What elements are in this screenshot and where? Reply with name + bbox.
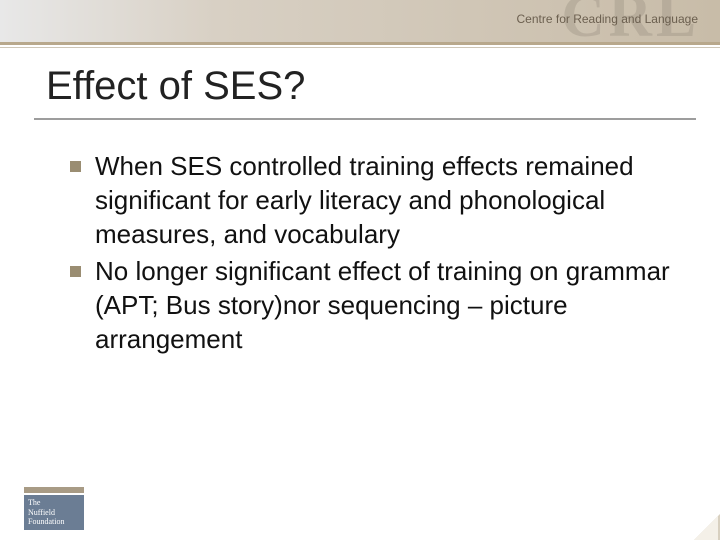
- logo-text: The Nuffield Foundation: [24, 495, 84, 530]
- accent-line: [0, 42, 720, 45]
- title-underline: [34, 118, 696, 120]
- corner-fold-icon: [694, 514, 720, 540]
- content-area: When SES controlled training effects rem…: [70, 150, 690, 361]
- bullet-text: When SES controlled training effects rem…: [95, 150, 690, 251]
- logo-bar: [24, 487, 84, 493]
- bullet-text: No longer significant effect of training…: [95, 255, 690, 356]
- slide-title: Effect of SES?: [46, 64, 305, 109]
- bullet-item: No longer significant effect of training…: [70, 255, 690, 356]
- centre-label: Centre for Reading and Language: [517, 12, 698, 26]
- logo-line3: Foundation: [28, 517, 64, 526]
- accent-line-thin: [0, 47, 720, 48]
- logo-line2: Nuffield: [28, 508, 55, 517]
- logo-line1: The: [28, 498, 40, 507]
- footer-logo: The Nuffield Foundation: [24, 487, 84, 530]
- header-band: CRL Centre for Reading and Language: [0, 0, 720, 42]
- bullet-square-icon: [70, 161, 81, 172]
- bullet-square-icon: [70, 266, 81, 277]
- bullet-item: When SES controlled training effects rem…: [70, 150, 690, 251]
